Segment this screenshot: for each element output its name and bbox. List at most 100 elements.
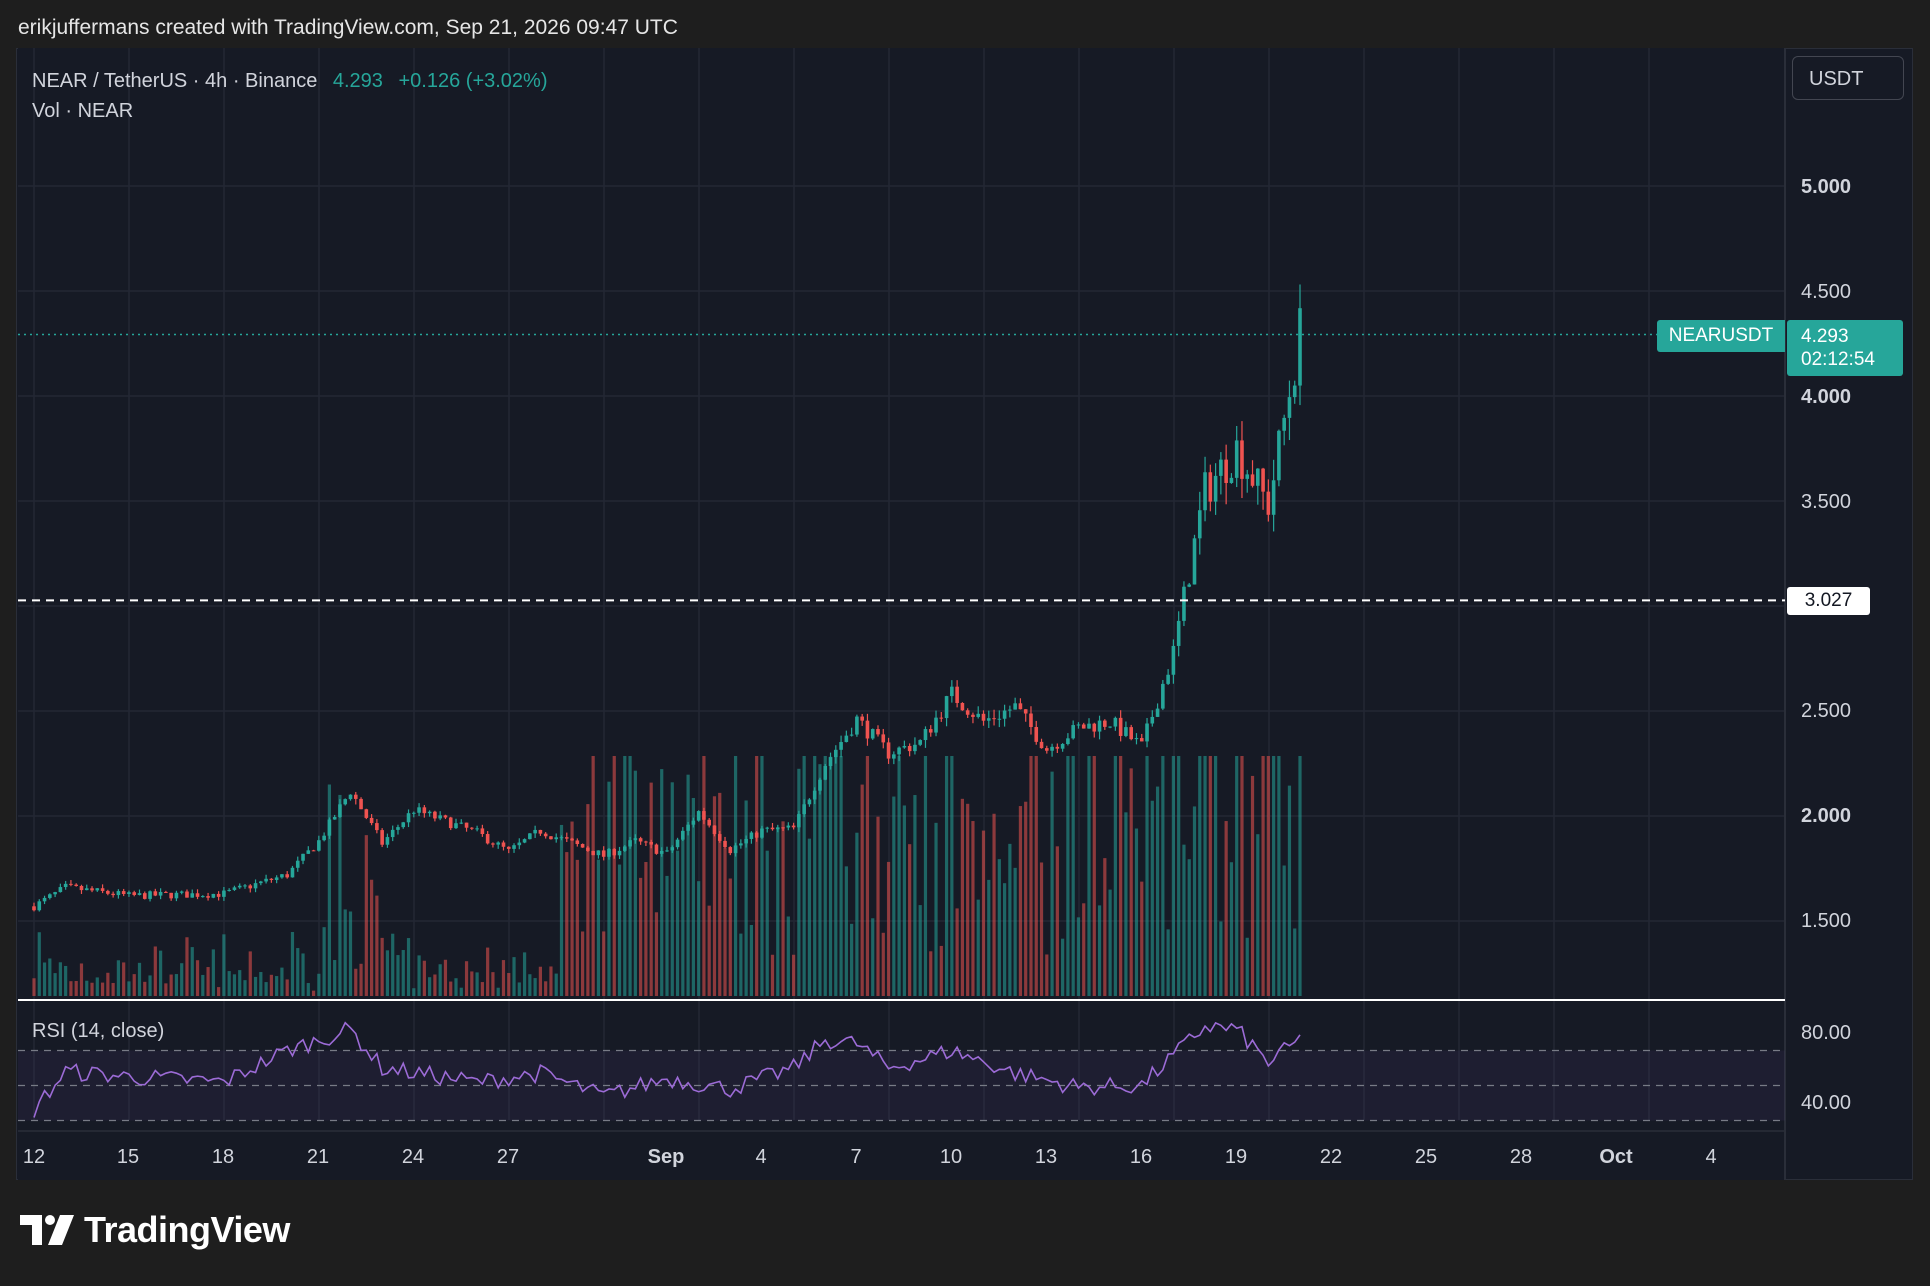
candle-body xyxy=(791,825,796,828)
candle-body xyxy=(907,745,912,752)
candle-body xyxy=(211,893,216,898)
last-price-value: 4.293 xyxy=(1801,326,1849,347)
volume-bar xyxy=(153,946,157,996)
candle-body xyxy=(427,811,432,814)
legend-symbol[interactable]: NEAR / TetherUS · 4h · Binance xyxy=(32,70,318,92)
candle-body xyxy=(1134,738,1139,740)
candle-body xyxy=(1081,724,1086,729)
candle-body xyxy=(243,885,247,887)
currency-button[interactable]: USDT xyxy=(1792,56,1904,100)
time-axis-label: 15 xyxy=(116,1146,140,1168)
candle-body xyxy=(554,837,559,840)
volume-bar xyxy=(412,988,416,996)
volume-bar xyxy=(544,981,548,996)
volume-bar xyxy=(1182,844,1186,996)
volume-bar xyxy=(1119,756,1123,996)
volume-bar xyxy=(1082,903,1086,996)
volume-bar xyxy=(681,835,685,996)
time-axis-label: 27 xyxy=(496,1146,520,1168)
candle-body xyxy=(406,813,411,823)
candle-body xyxy=(1092,723,1097,732)
price-axis-label: 4.000 xyxy=(1801,386,1852,408)
candle-body xyxy=(944,696,949,719)
candle-body xyxy=(633,838,638,841)
volume-bar xyxy=(232,974,237,996)
volume-bar xyxy=(602,931,606,996)
volume-bar xyxy=(317,973,321,996)
candle-body xyxy=(681,830,685,840)
candle-body xyxy=(533,829,537,834)
candle-body xyxy=(332,817,337,820)
candle-body xyxy=(100,888,105,891)
volume-bar xyxy=(686,774,690,996)
volume-bar xyxy=(438,964,442,996)
volume-bar xyxy=(639,877,643,996)
candle-body xyxy=(575,840,580,845)
horizontal-line-price-tag[interactable]: 3.027 xyxy=(1787,587,1870,615)
volume-bar xyxy=(1208,756,1212,996)
volume-bar xyxy=(1155,786,1160,996)
time-axis-label: 18 xyxy=(211,1146,235,1168)
volume-bar xyxy=(570,821,574,996)
candle-body xyxy=(1224,459,1228,483)
candle-body xyxy=(232,887,237,890)
volume-bar xyxy=(333,960,337,996)
volume-bar xyxy=(1214,756,1218,996)
candle-body xyxy=(865,720,870,739)
volume-bar xyxy=(549,966,553,996)
candle-body xyxy=(1055,746,1060,749)
volume-bars xyxy=(32,756,1302,996)
candle-body xyxy=(69,883,73,885)
volume-bar xyxy=(871,918,875,996)
candle-body xyxy=(454,823,458,829)
volume-bar xyxy=(79,963,84,996)
volume-bar xyxy=(174,974,179,996)
candle-body xyxy=(586,847,590,851)
candle-body xyxy=(137,893,142,895)
volume-bar xyxy=(428,977,432,996)
candle-body xyxy=(828,757,833,767)
volume-bar xyxy=(1256,834,1260,996)
rsi-pane xyxy=(18,1021,1785,1122)
volume-bar xyxy=(528,974,532,996)
candle-body xyxy=(707,819,711,826)
candle-body xyxy=(1060,743,1065,749)
candle-body xyxy=(839,742,843,750)
candle-body xyxy=(728,847,733,854)
candle-body xyxy=(58,887,63,893)
candle-body xyxy=(775,827,780,830)
volume-bar xyxy=(95,977,99,996)
tradingview-brand[interactable]: TradingView xyxy=(20,1209,290,1250)
legend-volume[interactable]: Vol · NEAR xyxy=(32,100,134,122)
candle-body xyxy=(522,839,527,843)
rsi-label[interactable]: RSI (14, close) xyxy=(32,1020,165,1042)
candle-body xyxy=(691,820,696,825)
volume-bar xyxy=(1282,865,1286,996)
candle-body xyxy=(538,829,543,834)
volume-bar xyxy=(1003,883,1007,996)
candle-body xyxy=(1203,472,1207,511)
candle-body xyxy=(32,906,36,911)
candle-body xyxy=(950,686,954,697)
candle-body xyxy=(480,828,485,835)
volume-bar xyxy=(248,951,252,996)
price-overlays xyxy=(18,333,1785,602)
candle-body xyxy=(448,817,453,829)
volume-bar xyxy=(211,949,215,996)
volume-bar xyxy=(649,782,653,996)
volume-bar xyxy=(586,804,590,996)
volume-bar xyxy=(417,955,421,996)
volume-bar xyxy=(950,756,954,996)
volume-bar xyxy=(1187,859,1191,996)
candle-body xyxy=(1029,713,1033,728)
volume-bar xyxy=(1219,921,1223,996)
candle-body xyxy=(148,891,152,899)
candlestick-series xyxy=(32,284,1302,912)
volume-bar xyxy=(992,813,996,996)
candle-body xyxy=(63,883,68,888)
time-axis-label: 10 xyxy=(939,1146,963,1168)
volume-bar xyxy=(253,976,258,996)
volume-bar xyxy=(1224,821,1228,996)
volume-bar xyxy=(850,923,854,996)
